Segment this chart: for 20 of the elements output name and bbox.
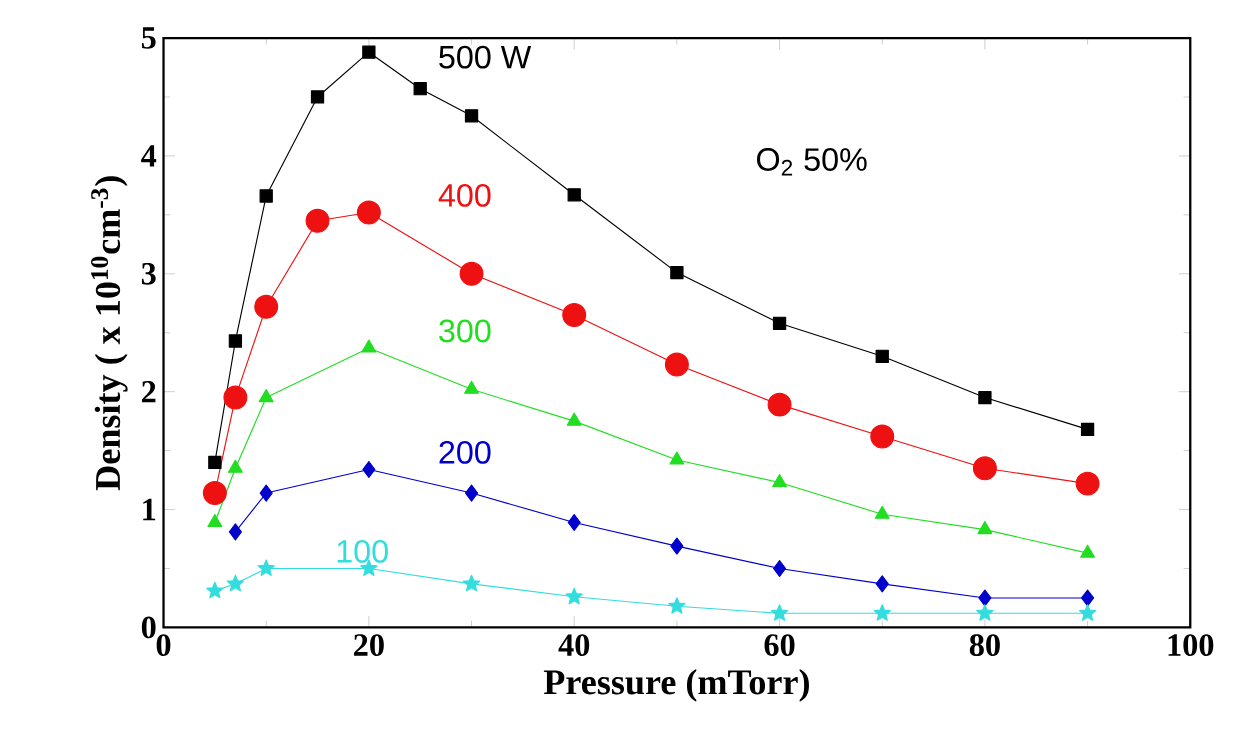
legend-label: 400	[438, 184, 491, 207]
annotation: O$_{2}$ 50%	[757, 148, 867, 176]
y-tick-label: 0	[141, 616, 156, 639]
x-tick-label: 60	[764, 634, 795, 657]
series-label: 100	[337, 540, 388, 563]
series-label: 300	[439, 319, 491, 343]
x-tick-label: 0	[156, 634, 171, 657]
y-tick-label: 3	[141, 263, 156, 285]
y-tick-label: 5	[141, 27, 156, 49]
series-label: 500 W	[439, 45, 532, 69]
y-tick-label: 4	[141, 145, 157, 167]
x-tick-label: 80	[969, 634, 1000, 657]
y-axis-title: Density ( x 10$^{10}$cm$^{-3}$)	[91, 176, 128, 491]
y-tick-label: 1	[143, 498, 156, 521]
x-tick-label: 100	[1168, 634, 1214, 657]
series-label: 200	[439, 441, 491, 464]
x-tick-label: 40	[558, 634, 590, 657]
x-tick-label: 20	[354, 634, 384, 657]
x-axis-title: Pressure (mTorr)	[543, 669, 809, 702]
y-tick-label: 2	[142, 381, 156, 403]
